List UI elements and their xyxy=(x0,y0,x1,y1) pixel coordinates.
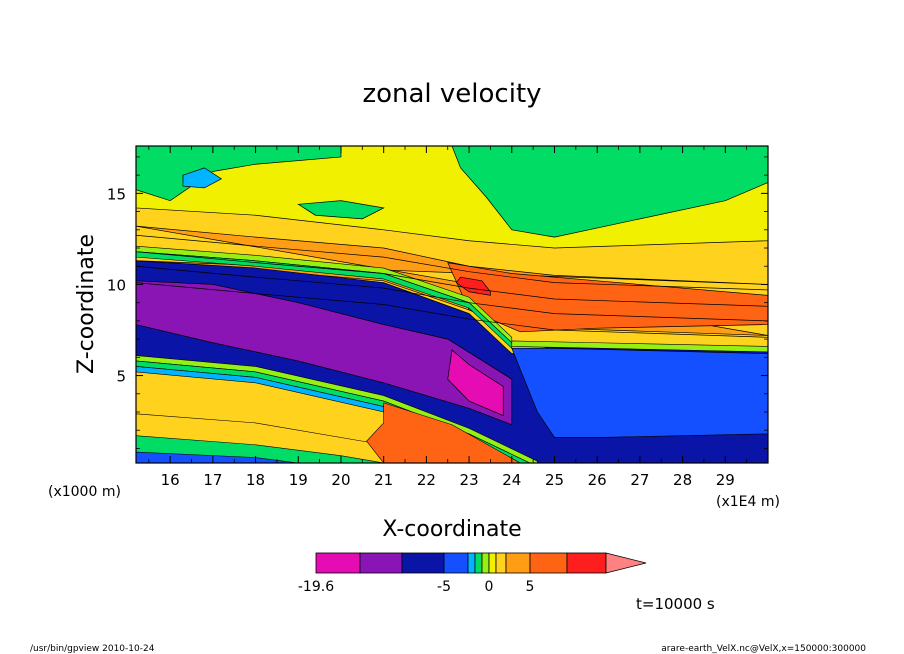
x-tick-label: 19 xyxy=(289,471,308,489)
contour-line-upper-1 xyxy=(136,251,768,307)
plot-frame xyxy=(135,145,769,464)
colorbar-swatch xyxy=(495,552,507,574)
bottom-layer-blue xyxy=(136,451,299,463)
upper-region-2 xyxy=(451,146,768,238)
x-tick-label: 23 xyxy=(460,471,479,489)
upper-transition-1 xyxy=(136,251,513,349)
colorbar-swatch xyxy=(566,552,607,574)
colorbar-swatch xyxy=(488,552,497,574)
x-tick-label: 17 xyxy=(203,471,222,489)
contour-line-upper-0 xyxy=(136,234,768,291)
plot-area: 16 17 18 19 20 21 22 23 24 25 26 27 28 29 5 10 15 xyxy=(107,145,769,489)
colorbar-swatch xyxy=(359,552,403,574)
colorbar-swatch xyxy=(481,552,490,574)
colorbar-swatch xyxy=(467,552,476,574)
x-tick-label: 25 xyxy=(545,471,564,489)
y-tick-label: 10 xyxy=(107,276,126,294)
colorbar-swatch xyxy=(474,552,483,574)
x-tick-label: 20 xyxy=(331,471,350,489)
contour-band-5 xyxy=(447,349,504,417)
east-transition-0 xyxy=(511,340,768,353)
x-tick-label: 22 xyxy=(417,471,436,489)
chart-title: zonal velocity xyxy=(362,79,541,109)
colorbar-extend-arrow xyxy=(605,552,647,574)
y-tick-label: 15 xyxy=(107,185,126,203)
x-axis-label: X-coordinate xyxy=(382,517,521,542)
contour-line-upper-3 xyxy=(136,282,768,338)
colorbar-swatch xyxy=(529,552,568,574)
x-tick-label: 28 xyxy=(673,471,692,489)
x-tick-label: 16 xyxy=(161,471,180,489)
colorbar-swatch xyxy=(443,552,469,574)
contour-line-upper-2 xyxy=(136,265,768,322)
footer-left: /usr/bin/gpview 2010-10-24 xyxy=(30,644,155,654)
colorbar-label: 5 xyxy=(526,579,535,595)
contour-band-6 xyxy=(511,347,768,438)
footer-right: arare-earth_VelX.nc@VelX,x=150000:300000 xyxy=(661,644,866,654)
x-tick-label: 29 xyxy=(716,471,735,489)
colorbar-label: -19.6 xyxy=(298,579,334,595)
contour-band-2 xyxy=(455,276,491,296)
upper-region-4 xyxy=(297,200,385,220)
lower-transition-2 xyxy=(136,366,520,463)
colorbar-swatch xyxy=(315,552,361,574)
time-label: t=10000 s xyxy=(636,595,715,613)
colorbar: -19.6 -5 0 5 xyxy=(298,552,647,595)
x-tick-label: 24 xyxy=(502,471,521,489)
x-tick-label: 27 xyxy=(630,471,649,489)
upper-region-3 xyxy=(182,167,223,189)
y-axis-label: Z-coordinate xyxy=(74,234,99,374)
field-layer xyxy=(136,146,768,463)
y-axis-unit: (x1000 m) xyxy=(48,484,121,500)
x-tick-label: 21 xyxy=(374,471,393,489)
bottom-layer-orange xyxy=(366,402,521,463)
x-tick-label: 18 xyxy=(246,471,265,489)
y-tick-label: 5 xyxy=(116,368,126,386)
x-tick-label: 26 xyxy=(588,471,607,489)
colorbar-swatch xyxy=(505,552,531,574)
x-axis-unit: (x1E4 m) xyxy=(716,494,780,510)
contour-band-4 xyxy=(136,280,513,426)
colorbar-label: 0 xyxy=(485,579,494,595)
colorbar-swatch xyxy=(401,552,445,574)
colorbar-label: -5 xyxy=(437,579,451,595)
